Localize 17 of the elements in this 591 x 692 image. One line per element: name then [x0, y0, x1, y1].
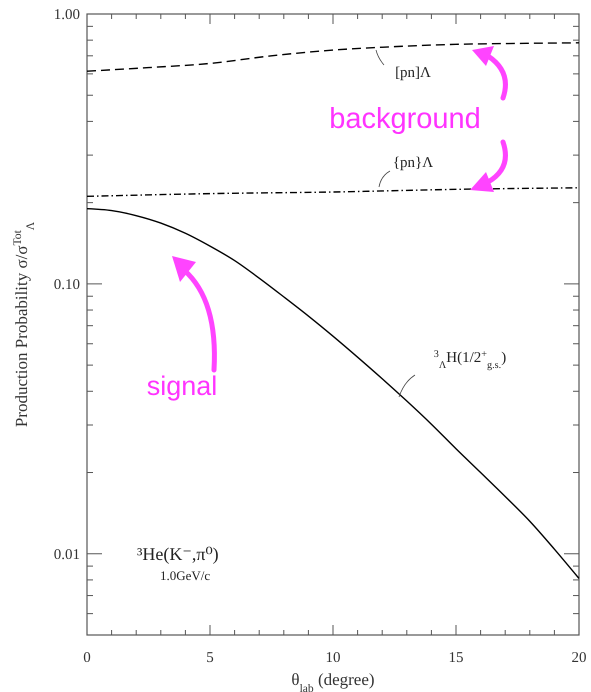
- x-tick-label: 15: [448, 650, 464, 666]
- annotation: background: [329, 103, 481, 135]
- y-tick-label: 0.01: [54, 546, 80, 563]
- line-series: [86, 187, 580, 198]
- annotation: [pn]Λ: [395, 65, 432, 81]
- annotation: signal: [146, 371, 218, 401]
- annotation: {pn}Λ: [392, 155, 434, 171]
- annotation: ³He(K⁻,π⁰): [137, 544, 219, 564]
- line-series: [86, 208, 580, 580]
- x-tick-label: 5: [206, 650, 214, 666]
- x-tick-label: 20: [572, 650, 586, 666]
- x-tick-label: 0: [83, 650, 91, 666]
- y-tick-label: 1.00: [54, 7, 80, 23]
- x-tick-label: 10: [326, 650, 340, 666]
- y-tick-label: 0.10: [54, 276, 80, 293]
- x-axis-title: θ$_{lab}$ (degree): [291, 670, 375, 692]
- annotation: 1.0GeV/c: [160, 568, 210, 583]
